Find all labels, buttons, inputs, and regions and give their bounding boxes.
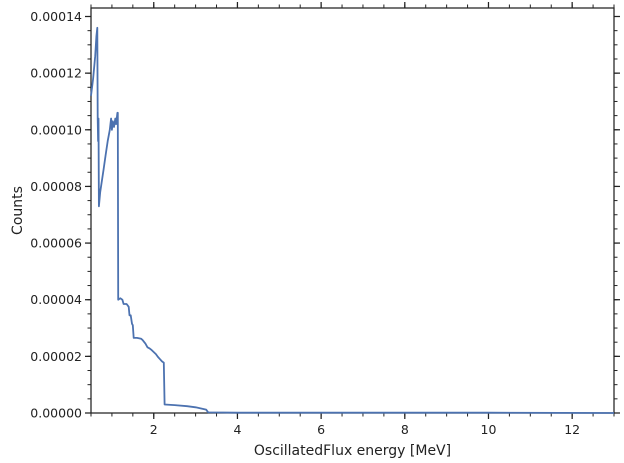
x-tick-label: 2: [150, 422, 158, 437]
x-axis-label: OscillatedFlux energy [MeV]: [254, 443, 451, 459]
x-tick-label: 10: [481, 422, 497, 437]
y-tick-label: 0.00010: [30, 122, 82, 137]
y-tick-label: 0.00008: [30, 179, 82, 194]
x-tick-label: 8: [401, 422, 409, 437]
y-axis-label: Counts: [10, 186, 26, 235]
x-axis-ticks: 2 4 6 8 10 12: [90, 2, 615, 437]
y-tick-label: 0.00012: [30, 66, 82, 81]
series-line: [90, 26, 615, 414]
y-tick-label: 0.00004: [30, 292, 82, 307]
y-tick-label: 0.00000: [30, 406, 82, 421]
y-tick-label: 0.00002: [30, 349, 82, 364]
x-tick-label: 4: [233, 422, 241, 437]
x-tick-label: 12: [564, 422, 580, 437]
y-tick-label: 0.00014: [30, 9, 82, 24]
plot-frame: [90, 7, 615, 414]
y-axis-ticks: 0.00000 0.00002 0.00004 0.00006 0.00008 0.000…: [30, 9, 620, 421]
x-tick-label: 6: [317, 422, 325, 437]
y-tick-label: 0.00006: [30, 236, 82, 251]
series-layer: [90, 26, 615, 414]
